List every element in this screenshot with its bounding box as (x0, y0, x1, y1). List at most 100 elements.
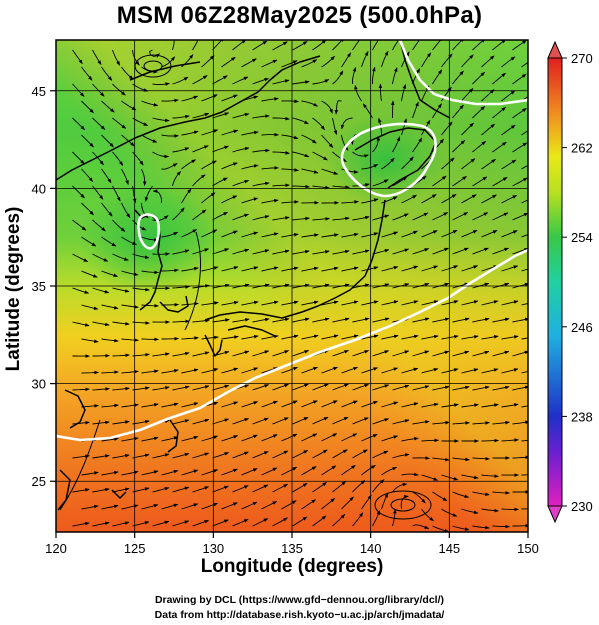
streamline-arrow (221, 435, 239, 442)
streamline-arrow (341, 168, 359, 174)
streamline-arrow (412, 248, 430, 255)
streamline-arrow (492, 420, 510, 425)
streamline-arrow (261, 400, 278, 408)
streamline-arrow (401, 230, 418, 238)
streamline-arrow (272, 417, 289, 425)
streamline-arrow (501, 230, 518, 238)
streamline-arrow (241, 266, 259, 272)
streamline-arrow (241, 231, 259, 238)
streamline-arrow (132, 253, 150, 259)
streamline-arrow (92, 387, 110, 391)
streamline-arrow (221, 468, 238, 476)
streamline-arrow (161, 134, 179, 138)
streamline-arrow (352, 512, 364, 527)
streamline-arrow (232, 451, 249, 459)
y-tick-label: 35 (32, 279, 46, 294)
streamline-arrow (381, 493, 389, 510)
streamline-arrow (312, 217, 330, 221)
streamline-arrow (212, 211, 229, 221)
streamline-arrow (141, 134, 158, 143)
streamline-arrow (172, 319, 190, 324)
streamline-arrow (321, 400, 338, 408)
streamline-arrow (261, 97, 279, 102)
streamline-arrow (441, 403, 459, 408)
streamline-arrow (461, 122, 474, 136)
streamline-arrow (132, 419, 150, 425)
streamline-arrow (332, 40, 345, 51)
streamline-arrow (441, 193, 457, 204)
streamline-arrow (181, 130, 199, 136)
streamline-arrow (452, 317, 470, 323)
streamline-arrow (392, 508, 397, 527)
colorbar-bottom-arrow (547, 505, 563, 524)
streamline-arrow (252, 518, 269, 527)
streamline-arrow (192, 486, 210, 493)
streamline-arrow (421, 508, 434, 522)
streamline-arrow (372, 317, 390, 323)
streamline-arrow (421, 300, 439, 306)
streamline-arrow (192, 452, 210, 459)
streamline-arrow (452, 139, 466, 153)
streamline-arrow (392, 213, 409, 221)
streamline-arrow (492, 40, 507, 51)
streamline-arrow (132, 521, 150, 527)
streamline-arrow (412, 317, 430, 323)
streamline-arrow (472, 176, 488, 187)
streamline-arrow (152, 352, 170, 357)
streamline-arrow (301, 334, 319, 340)
streamline-arrow (492, 491, 510, 495)
streamline-arrow (192, 519, 209, 527)
streamline-arrow (512, 212, 528, 221)
streamline-arrow (252, 317, 270, 323)
streamline-arrow (321, 498, 336, 510)
streamline-arrow (452, 350, 470, 357)
streamline-arrow (161, 231, 179, 238)
streamline-arrow (472, 525, 490, 530)
streamline-arrow (232, 485, 249, 493)
streamline-arrow (121, 100, 137, 111)
streamline-arrow (141, 236, 159, 242)
streamline-arrow (81, 370, 99, 375)
streamline-arrow (152, 386, 170, 391)
streamline-arrow (312, 151, 328, 161)
credit-drawing: Drawing by DCL (https://www.gfd−dennou.o… (154, 594, 445, 606)
streamline-arrow (501, 56, 516, 68)
streamline-arrow (152, 252, 170, 256)
streamline-arrow (161, 336, 179, 341)
streamline-arrow (441, 121, 453, 136)
streamline-arrow (400, 494, 409, 510)
streamline-arrow (432, 175, 447, 187)
streamline-arrow (301, 499, 316, 510)
streamline-arrow (192, 318, 210, 323)
streamline-arrow (481, 403, 499, 408)
streamline-arrow (521, 439, 528, 442)
streamline-arrow (521, 164, 528, 170)
streamline-arrow (221, 401, 239, 408)
streamline-arrow (472, 212, 489, 221)
streamline-arrow (112, 253, 129, 261)
contours-black (59, 54, 432, 520)
streamline-arrow (281, 233, 299, 238)
streamline-arrow (172, 147, 190, 153)
streamline-arrow (272, 450, 289, 459)
streamline-arrow (352, 249, 370, 255)
streamline-arrow (372, 450, 389, 459)
cold-pool-korea (78, 185, 218, 295)
streamline-arrow (141, 303, 159, 308)
streamline-arrow (181, 402, 199, 408)
streamline-arrow (341, 232, 359, 238)
streamline-arrow (292, 416, 309, 425)
streamline-arrow (92, 253, 109, 262)
streamline-arrow (381, 367, 399, 374)
streamline-arrow (241, 468, 258, 476)
streamline-arrow (332, 350, 349, 357)
streamline-arrow (112, 49, 121, 66)
streamline-arrow (152, 189, 162, 203)
streamline-arrow (501, 368, 519, 374)
credit-data: Data from http://database.rish.kyoto−u.a… (154, 609, 445, 621)
streamline-arrow (512, 317, 528, 323)
streamline-arrow (321, 266, 339, 272)
streamline-arrow (292, 483, 308, 493)
streamline-arrow (121, 470, 139, 476)
streamline-arrow (332, 117, 338, 135)
